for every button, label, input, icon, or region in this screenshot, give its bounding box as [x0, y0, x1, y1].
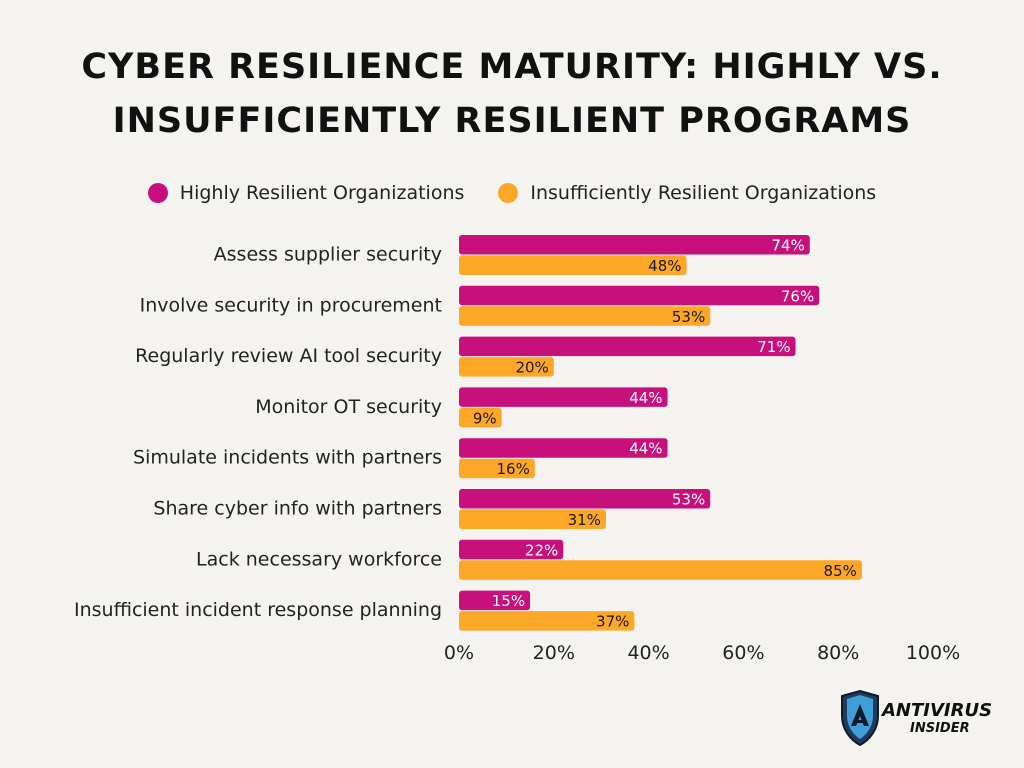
category-label: Assess supplier security	[214, 244, 442, 266]
bar-highly	[459, 285, 820, 306]
category-label: Involve security in procurement	[140, 294, 442, 316]
data-label-insufficient: 37%	[596, 613, 629, 631]
legend-item-insufficient: Insufficiently Resilient Organizations	[498, 182, 876, 204]
bar-insufficient	[459, 357, 554, 377]
logo-text-line-2: INSIDER	[910, 721, 970, 736]
legend-swatch-highly	[147, 183, 168, 203]
chart-title-line-2: Insufficiently Resilient Programs	[112, 101, 912, 141]
category-label: Share cyber info with partners	[153, 498, 442, 520]
data-label-insufficient: 85%	[824, 562, 857, 580]
logo-text-line-1: ANTIVIRUS	[880, 700, 992, 721]
x-tick-label: 0%	[444, 642, 474, 664]
legend-label-highly: Highly Resilient Organizations	[179, 182, 465, 204]
bar-insufficient	[459, 407, 502, 428]
x-tick-label: 80%	[817, 642, 859, 664]
bar-insufficient	[459, 255, 687, 275]
x-tick-label: 20%	[533, 642, 575, 664]
x-tick-label: 100%	[906, 642, 960, 664]
bar-insufficient	[459, 560, 862, 580]
bar-insufficient	[459, 306, 711, 326]
chart-legend: Highly Resilient Organizations Insuffici…	[0, 182, 1024, 204]
data-label-insufficient: 9%	[473, 409, 497, 427]
bar-highly	[459, 539, 564, 560]
legend-label-insufficient: Insufficiently Resilient Organizations	[530, 182, 877, 204]
data-label-highly: 53%	[672, 491, 705, 509]
data-label-insufficient: 48%	[648, 257, 681, 275]
legend-swatch-insufficient	[498, 183, 519, 203]
bar-highly	[459, 489, 711, 509]
data-label-insufficient: 20%	[515, 359, 548, 377]
x-tick-label: 60%	[722, 642, 764, 664]
bar-highly	[459, 438, 668, 458]
data-label-highly: 71%	[757, 338, 790, 356]
data-label-insufficient: 16%	[496, 460, 529, 478]
data-label-highly: 22%	[525, 541, 558, 559]
bar-insufficient	[459, 611, 635, 631]
chart-title-line-1: Cyber Resilience Maturity: Highly vs.	[81, 47, 943, 87]
chart-title: Cyber Resilience Maturity: Highly vs. In…	[0, 40, 1024, 148]
antivirus-insider-logo: ANTIVIRUS INSIDER	[841, 690, 992, 746]
category-label: Simulate incidents with partners	[133, 447, 442, 469]
bar-highly	[459, 590, 531, 611]
bar-highly	[459, 387, 668, 407]
category-label: Insufficient incident response planning	[74, 599, 442, 621]
category-label: Regularly review AI tool security	[135, 345, 442, 367]
data-label-insufficient: 31%	[568, 511, 601, 529]
x-tick-label: 40%	[627, 642, 669, 664]
data-label-highly: 74%	[771, 237, 804, 255]
data-label-highly: 44%	[629, 389, 662, 407]
bar-highly	[459, 235, 810, 255]
category-label: Lack necessary workforce	[196, 548, 442, 570]
data-label-highly: 76%	[781, 287, 814, 305]
data-label-highly: 44%	[629, 440, 662, 458]
data-label-highly: 15%	[492, 592, 525, 610]
bar-highly	[459, 336, 796, 357]
data-label-insufficient: 53%	[672, 308, 705, 326]
category-label: Monitor OT security	[255, 396, 442, 418]
bar-insufficient	[459, 509, 606, 529]
bar-insufficient	[459, 458, 535, 479]
legend-item-highly: Highly Resilient Organizations	[147, 182, 465, 204]
